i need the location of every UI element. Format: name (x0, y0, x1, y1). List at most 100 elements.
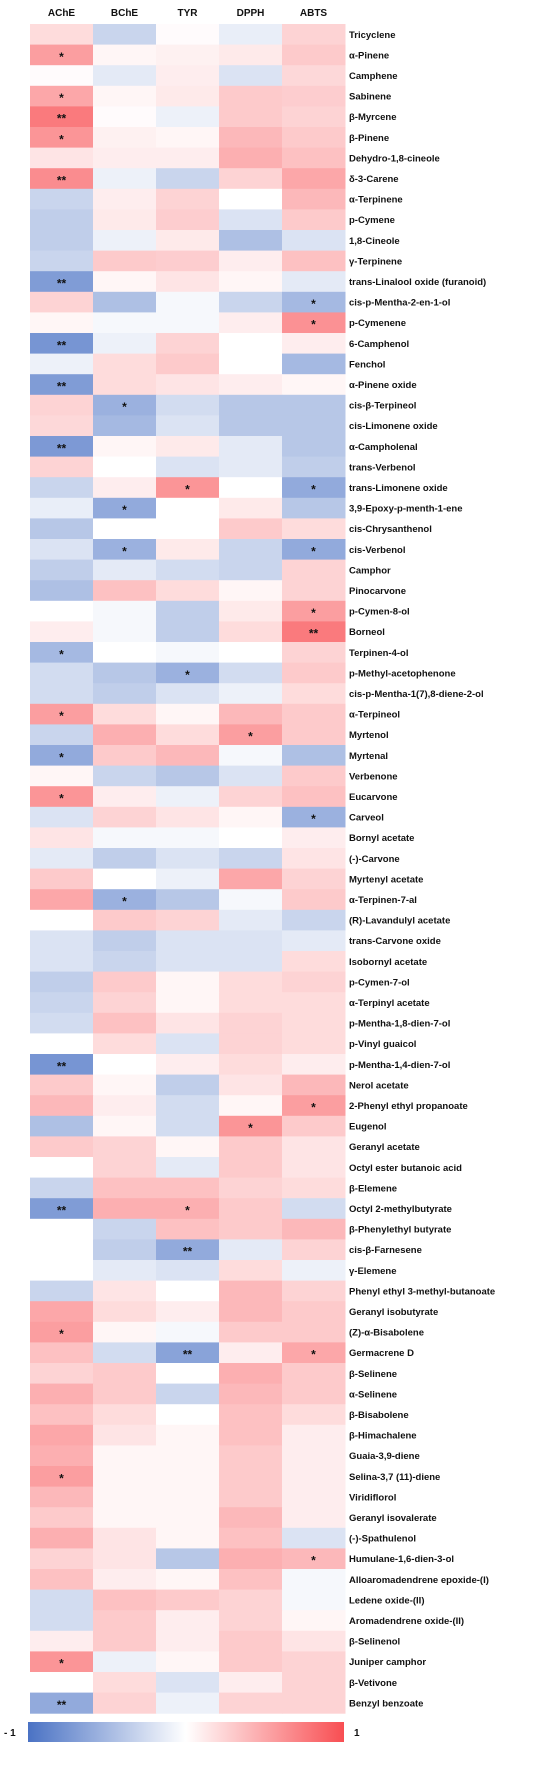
heatmap-cell (30, 765, 94, 787)
heatmap-cell (30, 1630, 94, 1652)
significance-mark: * (59, 709, 64, 723)
heatmap-cell (30, 518, 94, 540)
colorbar (28, 1722, 344, 1742)
heatmap-cell (219, 539, 283, 561)
heatmap-cell (30, 868, 94, 890)
heatmap-cell (219, 1383, 283, 1405)
row-label: Isobornyl acetate (349, 957, 427, 968)
heatmap-cell (93, 724, 157, 746)
row-label: β-Vetivone (349, 1678, 397, 1689)
heatmap-cell (156, 930, 220, 952)
heatmap-cell (282, 394, 346, 416)
column-header-0: AChE (48, 8, 76, 19)
significance-mark: ** (57, 112, 67, 126)
heatmap-cell (156, 642, 220, 664)
heatmap-cell (156, 683, 220, 705)
row-label: Myrtenal (349, 751, 388, 762)
heatmap-cell (30, 1507, 94, 1529)
heatmap-cell (282, 1342, 346, 1364)
heatmap-cell (93, 1672, 157, 1694)
heatmap-cell (219, 1260, 283, 1282)
heatmap-cell (282, 230, 346, 252)
heatmap-cell (93, 44, 157, 66)
heatmap-cell (93, 951, 157, 973)
heatmap-cell (282, 209, 346, 231)
significance-mark: * (311, 483, 316, 497)
heatmap-cell (93, 662, 157, 684)
heatmap-cell (282, 786, 346, 808)
heatmap-cell (282, 724, 346, 746)
heatmap-cell (282, 333, 346, 355)
heatmap-cell (93, 291, 157, 313)
row-label: cis-Verbenol (349, 545, 406, 556)
heatmap-cell (93, 868, 157, 890)
significance-mark: * (185, 1204, 190, 1218)
heatmap-cell (219, 909, 283, 931)
heatmap-cell (282, 436, 346, 458)
heatmap-cell (282, 559, 346, 581)
heatmap-cell (30, 415, 94, 437)
heatmap-cell (93, 497, 157, 519)
heatmap-cell (30, 786, 94, 808)
heatmap-cell (30, 456, 94, 478)
heatmap-cell (282, 312, 346, 334)
heatmap-cell (282, 1363, 346, 1385)
row-label: 2-Phenyl ethyl propanoate (349, 1101, 468, 1112)
heatmap-cell (156, 1260, 220, 1282)
heatmap-cell (30, 621, 94, 643)
significance-mark: ** (57, 380, 67, 394)
heatmap-cell (282, 1445, 346, 1467)
heatmap-cell (30, 745, 94, 767)
heatmap-cell (156, 951, 220, 973)
heatmap-cell (282, 992, 346, 1014)
heatmap-cell (30, 1177, 94, 1199)
row-label: α-Terpineol (349, 710, 400, 721)
significance-mark: * (122, 503, 127, 517)
heatmap-cell (282, 909, 346, 931)
heatmap-cell (219, 1486, 283, 1508)
heatmap-cell (156, 1672, 220, 1694)
row-label: Pinocarvone (349, 586, 406, 597)
row-label: α-Selinene (349, 1389, 397, 1400)
row-label: α-Pinene oxide (349, 380, 417, 391)
heatmap-cell (282, 1404, 346, 1426)
row-label: Carveol (349, 813, 384, 824)
heatmap-cell (156, 1692, 220, 1714)
heatmap-cell (30, 1342, 94, 1364)
heatmap-cell (93, 1651, 157, 1673)
heatmap-cell (219, 1280, 283, 1302)
heatmap-cell (30, 106, 94, 128)
heatmap-cell (156, 230, 220, 252)
heatmap-cell (282, 1569, 346, 1591)
significance-mark: * (311, 544, 316, 558)
heatmap-cell (93, 436, 157, 458)
heatmap-cell (282, 1033, 346, 1055)
heatmap-cell (30, 1260, 94, 1282)
heatmap-cell (156, 1363, 220, 1385)
row-label: α-Pinene (349, 50, 389, 61)
significance-mark: ** (57, 1059, 67, 1073)
heatmap-cell (30, 559, 94, 581)
heatmap-cell (282, 44, 346, 66)
heatmap-cell (93, 930, 157, 952)
heatmap-cell (282, 621, 346, 643)
heatmap-cell (156, 1445, 220, 1467)
row-label: Myrtenol (349, 730, 389, 741)
heatmap-cell (156, 291, 220, 313)
heatmap-cell (219, 971, 283, 993)
row-label: p-Mentha-1,4-dien-7-ol (349, 1060, 450, 1071)
row-label: p-Cymen-8-ol (349, 607, 410, 618)
heatmap-cell (93, 1589, 157, 1611)
heatmap-cell (93, 1260, 157, 1282)
heatmap-cell (30, 992, 94, 1014)
heatmap-cell (30, 703, 94, 725)
heatmap-cell (156, 1589, 220, 1611)
row-label: Myrtenyl acetate (349, 874, 423, 885)
heatmap-cell (93, 765, 157, 787)
heatmap-cell (93, 539, 157, 561)
heatmap-cell (156, 889, 220, 911)
heatmap-cell (93, 703, 157, 725)
heatmap-cell (30, 909, 94, 931)
heatmap-cell (30, 539, 94, 561)
heatmap-cell (30, 1486, 94, 1508)
